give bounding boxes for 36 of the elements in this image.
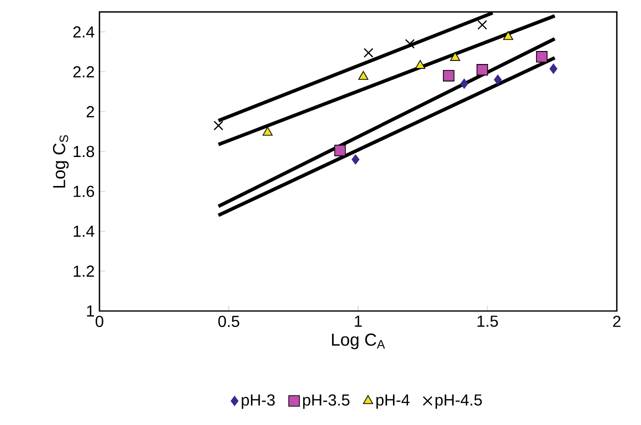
x-tick-label: 0 bbox=[96, 316, 104, 328]
point bbox=[415, 60, 426, 69]
legend-label: pH-3 bbox=[242, 394, 275, 409]
y-tick-label: 1.8 bbox=[74, 146, 94, 158]
point bbox=[364, 48, 374, 58]
point bbox=[405, 38, 415, 49]
point bbox=[450, 52, 460, 61]
point bbox=[352, 154, 360, 165]
point bbox=[334, 144, 346, 156]
x-tick-label: 2 bbox=[613, 316, 620, 327]
legend-label: pH-4.5 bbox=[436, 394, 482, 409]
point bbox=[460, 78, 468, 89]
y-axis-title: Log C$_{S}$ bbox=[52, 135, 69, 188]
point bbox=[536, 51, 548, 63]
y-tick-label: 1.4 bbox=[74, 226, 94, 237]
x-tick-label: 1 bbox=[354, 316, 362, 327]
legend-label: pH-4 bbox=[376, 394, 410, 409]
x-tick-label: 0.5 bbox=[218, 316, 240, 328]
point bbox=[494, 74, 502, 85]
y-tick-label: 2 bbox=[86, 106, 94, 118]
x-tick-label: 1.5 bbox=[478, 316, 498, 327]
y-tick-label: 1.6 bbox=[74, 186, 94, 198]
y-tick-label: 1.2 bbox=[74, 266, 94, 277]
point bbox=[214, 120, 224, 130]
point bbox=[550, 64, 558, 74]
y-tick-label: 2.2 bbox=[73, 66, 94, 78]
y-tick-label: 2.4 bbox=[73, 26, 94, 38]
point bbox=[477, 20, 488, 30]
y-tick-label: 1 bbox=[87, 306, 94, 317]
legend-label: pH-3.5 bbox=[303, 394, 350, 409]
point bbox=[262, 126, 273, 136]
point bbox=[503, 31, 514, 40]
point bbox=[442, 70, 454, 82]
point bbox=[476, 64, 488, 76]
x-axis-title: Log C$_{A}$ bbox=[332, 334, 385, 350]
point bbox=[358, 70, 368, 80]
